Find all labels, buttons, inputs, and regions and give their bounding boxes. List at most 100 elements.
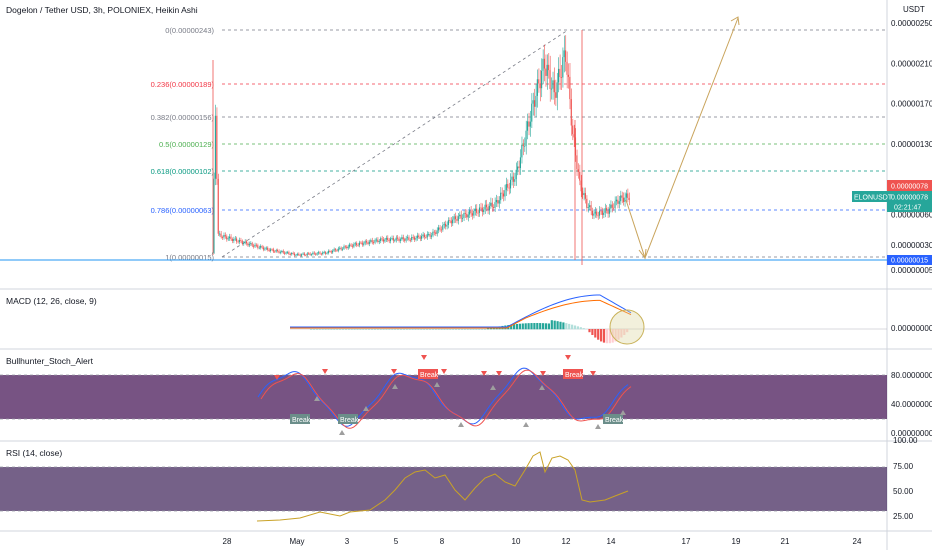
candle-body [354, 243, 356, 245]
candle-body [581, 191, 584, 196]
stoch-d-line [260, 369, 632, 429]
stoch-down-arrow [421, 355, 427, 360]
candle-body [237, 241, 239, 243]
candle-body [289, 254, 291, 255]
candle-body [293, 253, 296, 256]
macd-histogram-bar [556, 321, 559, 330]
stoch-signal-tag [338, 414, 358, 424]
candle-body [408, 237, 410, 240]
price-axis-tick: 0.00000170 [891, 100, 932, 109]
candle-body [278, 250, 280, 253]
candle-body [460, 214, 462, 219]
time-axis-label: 17 [682, 537, 691, 546]
candle-body [536, 79, 538, 96]
candle-body [443, 223, 445, 226]
candle-body [282, 250, 284, 253]
candle-body [326, 253, 328, 254]
macd-histogram-bar [626, 329, 629, 333]
time-axis-label: 5 [394, 537, 399, 546]
time-axis-label: May [289, 537, 304, 546]
candle-body [514, 179, 516, 182]
candle-body [332, 250, 334, 253]
fib-label: 0.236(0.00000189) [151, 80, 215, 89]
rsi-axis-tick-50: 50.00 [893, 487, 914, 496]
candle-body [298, 253, 300, 255]
candle-body [320, 253, 322, 255]
fib-trend-line [221, 29, 569, 258]
candle-body [608, 208, 610, 214]
macd-histogram-bar [547, 323, 550, 330]
candle-body [518, 166, 520, 169]
candle-body [223, 235, 225, 238]
candle-body [435, 232, 437, 234]
currency-label: USDT [903, 5, 925, 14]
candle-body [501, 192, 503, 194]
stoch-signal-label: Break [420, 372, 439, 379]
candle-body [453, 216, 455, 220]
candle-body [459, 214, 461, 217]
candle-body [426, 234, 428, 238]
svg-text:0.00000078: 0.00000078 [891, 195, 928, 202]
macd-histogram-bar [582, 328, 585, 330]
candle-body [224, 235, 226, 237]
stoch-axis-tick-40: 40.00000000 [891, 400, 932, 409]
rsi-axis-tick-25: 25.00 [893, 512, 914, 521]
macd-histogram-bar [600, 329, 603, 342]
candle-body [285, 252, 287, 254]
candle-body [330, 251, 332, 253]
candle-body [491, 202, 493, 207]
candle-body [401, 237, 403, 240]
candle-body [272, 249, 274, 252]
candle-body [583, 193, 585, 196]
macd-histogram-bar [571, 324, 574, 330]
candle-body [604, 208, 606, 213]
candle-body [316, 253, 318, 255]
candle-body [363, 243, 365, 245]
candle-body [213, 178, 215, 253]
candle-body [555, 92, 557, 98]
price-axis-tick: 0.00000250 [891, 19, 932, 28]
price-axis-tick: 0.00000130 [891, 140, 932, 149]
candle-body [344, 246, 346, 248]
candle-body [268, 249, 270, 251]
candle-body [371, 240, 373, 243]
macd-axis-tick: 0.00000000 [891, 324, 932, 333]
candle-body [388, 240, 390, 242]
candle-body [423, 234, 425, 238]
fib-price-tag: 0.00000015 [887, 255, 932, 265]
candle-body [430, 235, 433, 237]
candle-body [589, 205, 591, 208]
candle-body [529, 121, 531, 127]
candle-body [348, 244, 351, 247]
macd-histogram-bar [518, 323, 521, 330]
candle-body [620, 195, 622, 202]
candle-body [512, 176, 514, 182]
macd-histogram-bar [515, 323, 519, 330]
candle-body [605, 208, 608, 211]
candle-body [295, 254, 297, 256]
stoch-signal-label: Break [605, 417, 624, 424]
macd-histogram-bar [550, 320, 553, 330]
candle-body [226, 236, 228, 240]
candle-body [360, 242, 362, 244]
candle-body [236, 238, 238, 242]
macd-histogram-bar [597, 329, 600, 340]
candle-body [240, 240, 242, 241]
candle-body [327, 250, 329, 254]
fib-label: 1(0.00000015) [165, 253, 214, 262]
candle-body [446, 224, 448, 227]
candle-body [572, 125, 574, 135]
candle-body [340, 247, 342, 250]
candle-body [375, 239, 377, 241]
signal-line [290, 299, 632, 329]
candle-body [614, 201, 616, 208]
stoch-up-arrow [392, 384, 398, 389]
time-axis-label: 24 [853, 537, 862, 546]
macd-histogram-bar [568, 323, 571, 330]
candle-body [258, 247, 260, 249]
candle-body [549, 70, 551, 89]
last-price-tag: 0.00000078 [887, 180, 932, 191]
candle-body [312, 252, 314, 255]
macd-histogram-bar [559, 321, 562, 330]
